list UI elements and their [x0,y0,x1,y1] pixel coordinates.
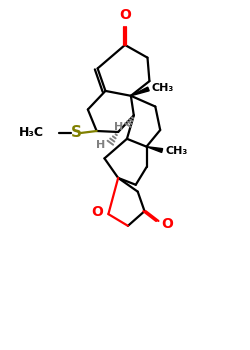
Text: H₃C: H₃C [19,126,44,139]
Text: H: H [114,122,123,132]
Text: CH₃: CH₃ [165,146,187,155]
Text: O: O [161,217,173,231]
Polygon shape [146,147,163,153]
Text: O: O [119,8,131,22]
Polygon shape [131,87,149,96]
Text: O: O [92,205,104,219]
Text: CH₃: CH₃ [152,83,174,93]
Text: H: H [96,140,106,150]
Text: S: S [70,125,82,140]
